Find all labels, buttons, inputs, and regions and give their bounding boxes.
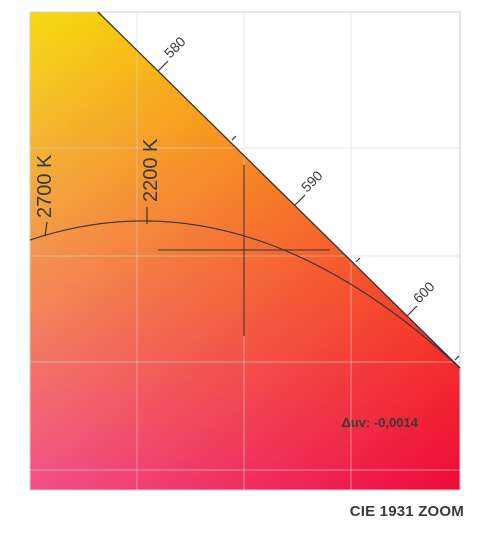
measurement-crosshair (158, 165, 330, 336)
cct-label-2200k: 2200 K (140, 138, 162, 202)
cct-tick-2700k: 2700 K (34, 154, 56, 237)
wavelength-label-580: 580 (161, 33, 189, 61)
grid (30, 12, 460, 490)
wavelength-label-590: 590 (298, 167, 326, 195)
planckian-locus-line (29, 220, 461, 369)
cct-label-2700k: 2700 K (34, 154, 56, 218)
plot-frame (29, 11, 461, 491)
spectral-locus-line (97, 11, 461, 369)
duv-readout: Δuv: -0,0014 (341, 415, 418, 430)
cct-tick-2200k: 2200 K (140, 138, 162, 224)
wavelength-label-600: 600 (410, 278, 438, 306)
chart-caption: CIE 1931 ZOOM (349, 503, 464, 520)
